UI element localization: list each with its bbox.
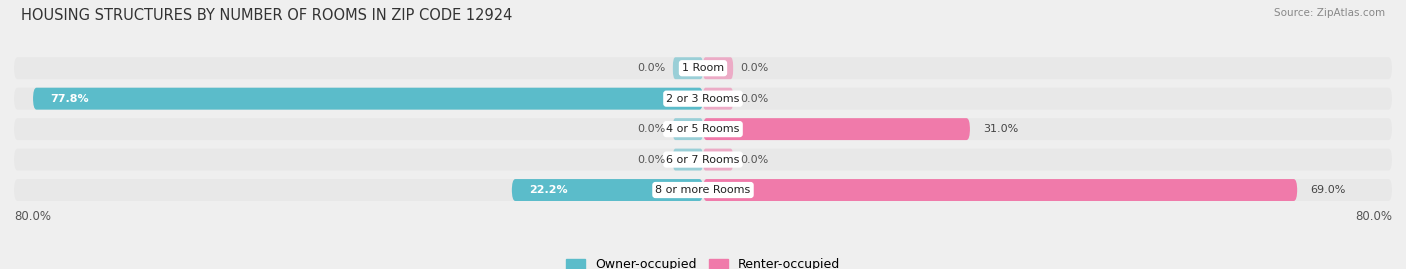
Text: 0.0%: 0.0% — [638, 124, 666, 134]
Text: 80.0%: 80.0% — [1355, 210, 1392, 223]
Text: 0.0%: 0.0% — [638, 63, 666, 73]
FancyBboxPatch shape — [703, 88, 733, 110]
FancyBboxPatch shape — [14, 148, 1392, 171]
FancyBboxPatch shape — [14, 57, 1392, 79]
FancyBboxPatch shape — [703, 57, 733, 79]
Text: 0.0%: 0.0% — [740, 155, 768, 165]
Text: 6 or 7 Rooms: 6 or 7 Rooms — [666, 155, 740, 165]
FancyBboxPatch shape — [703, 179, 1298, 201]
Text: 0.0%: 0.0% — [740, 63, 768, 73]
Text: 22.2%: 22.2% — [529, 185, 568, 195]
Text: 0.0%: 0.0% — [638, 155, 666, 165]
Text: 1 Room: 1 Room — [682, 63, 724, 73]
Text: 80.0%: 80.0% — [14, 210, 51, 223]
Text: HOUSING STRUCTURES BY NUMBER OF ROOMS IN ZIP CODE 12924: HOUSING STRUCTURES BY NUMBER OF ROOMS IN… — [21, 8, 512, 23]
FancyBboxPatch shape — [673, 148, 703, 171]
Text: 77.8%: 77.8% — [51, 94, 89, 104]
FancyBboxPatch shape — [703, 148, 733, 171]
Text: 4 or 5 Rooms: 4 or 5 Rooms — [666, 124, 740, 134]
FancyBboxPatch shape — [703, 118, 970, 140]
Text: 8 or more Rooms: 8 or more Rooms — [655, 185, 751, 195]
Text: 2 or 3 Rooms: 2 or 3 Rooms — [666, 94, 740, 104]
FancyBboxPatch shape — [32, 88, 703, 110]
FancyBboxPatch shape — [14, 118, 1392, 140]
Legend: Owner-occupied, Renter-occupied: Owner-occupied, Renter-occupied — [561, 253, 845, 269]
Text: Source: ZipAtlas.com: Source: ZipAtlas.com — [1274, 8, 1385, 18]
Text: 0.0%: 0.0% — [740, 94, 768, 104]
FancyBboxPatch shape — [14, 88, 1392, 110]
FancyBboxPatch shape — [673, 57, 703, 79]
FancyBboxPatch shape — [512, 179, 703, 201]
Text: 69.0%: 69.0% — [1310, 185, 1346, 195]
Text: 31.0%: 31.0% — [983, 124, 1018, 134]
FancyBboxPatch shape — [14, 179, 1392, 201]
FancyBboxPatch shape — [673, 118, 703, 140]
